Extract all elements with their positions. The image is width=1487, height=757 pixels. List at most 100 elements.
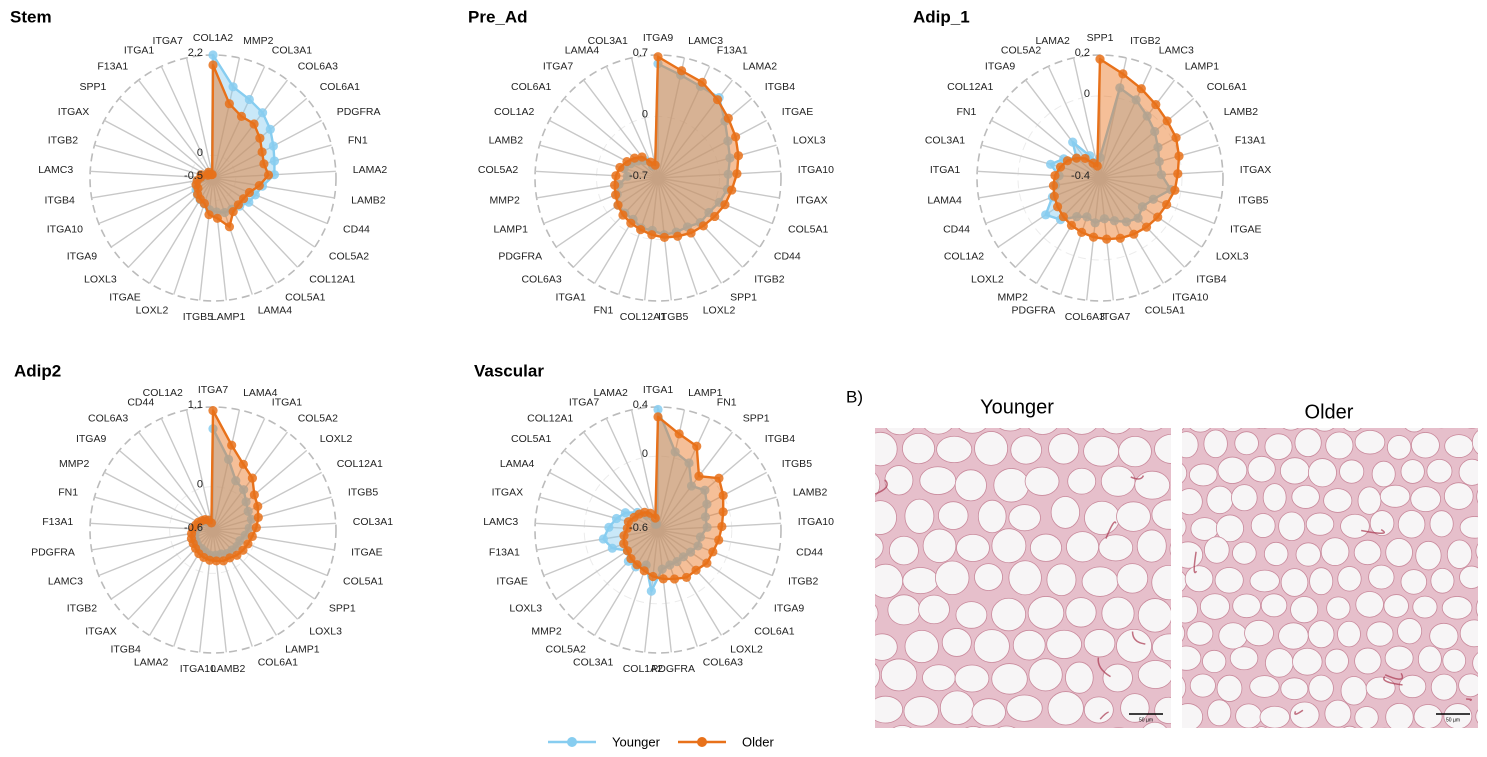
point: [685, 547, 696, 557]
point: [228, 206, 238, 217]
adipocyte: [1182, 541, 1204, 569]
category-label: ITGA10: [798, 164, 834, 176]
point: [710, 211, 720, 222]
adipocyte: [887, 594, 921, 626]
spoke: [212, 449, 308, 531]
adipocyte: [1371, 460, 1396, 488]
category-label: COL1A2: [944, 250, 984, 262]
point: [732, 169, 742, 179]
point: [1090, 218, 1100, 228]
adipocyte: [1064, 731, 1092, 757]
adipocyte: [1340, 676, 1368, 706]
spoke: [543, 529, 659, 577]
stroma: [1294, 709, 1304, 715]
adipocyte: [1219, 733, 1247, 755]
point: [1151, 99, 1161, 110]
point: [686, 481, 697, 491]
point: [1102, 234, 1112, 244]
adipocyte: [1137, 598, 1171, 633]
point: [208, 60, 218, 70]
spoke: [543, 177, 659, 225]
point: [665, 560, 675, 570]
scale-bar-label: 50 µm: [1446, 717, 1460, 723]
point: [714, 473, 724, 483]
point: [232, 550, 242, 560]
category-label: SPP1: [730, 292, 757, 304]
adipocyte: [1050, 496, 1081, 529]
adipocyte: [958, 428, 987, 434]
spoke: [212, 529, 328, 577]
adipocyte: [1084, 500, 1120, 536]
adipocyte: [888, 535, 919, 566]
category-label: ITGA1: [272, 397, 303, 409]
point: [626, 553, 636, 564]
category-label: LAMC3: [483, 516, 518, 528]
adipocyte: [1102, 663, 1133, 693]
adipocyte: [1342, 725, 1357, 728]
adipocyte: [1186, 621, 1214, 646]
adipocyte: [1294, 428, 1322, 458]
point: [650, 513, 660, 523]
adipocyte: [1280, 677, 1309, 701]
spoke: [118, 97, 214, 179]
category-label: LAMC3: [48, 576, 83, 588]
point: [257, 147, 267, 157]
adipocyte: [1202, 649, 1227, 674]
category-label: CD44: [343, 224, 370, 236]
point: [657, 564, 667, 574]
point: [1150, 126, 1160, 137]
point: [1055, 162, 1066, 172]
point: [598, 534, 608, 544]
stroma: [1361, 528, 1386, 535]
spoke: [94, 144, 214, 179]
adipocyte: [875, 604, 879, 623]
point: [1171, 133, 1181, 143]
adipocyte: [1307, 620, 1335, 649]
category-label: F13A1: [42, 516, 73, 528]
category-label: FN1: [717, 397, 737, 409]
adipocyte: [1100, 465, 1136, 497]
adipocyte: [1404, 428, 1424, 433]
adipocyte: [991, 663, 1028, 695]
point: [698, 221, 708, 231]
category-label: ITGB5: [348, 486, 379, 498]
adipocyte: [1113, 727, 1125, 728]
spoke: [212, 471, 322, 531]
adipocyte: [1280, 568, 1309, 597]
category-label: COL1A2: [193, 32, 233, 44]
category-label: COL3A1: [925, 134, 965, 146]
spoke: [212, 522, 336, 531]
point: [263, 170, 274, 180]
adipocyte: [954, 664, 990, 693]
category-label: COL5A2: [298, 412, 338, 424]
spoke: [657, 177, 780, 199]
adipocyte: [1265, 648, 1294, 678]
spoke: [572, 529, 659, 620]
point: [247, 531, 257, 542]
point: [692, 441, 702, 451]
point: [700, 512, 711, 522]
point: [258, 108, 268, 118]
point: [1154, 156, 1164, 167]
category-label: FN1: [956, 106, 976, 118]
adipocyte: [1353, 539, 1382, 566]
adipocyte: [1235, 703, 1263, 728]
point: [693, 541, 703, 551]
adipocyte: [1471, 430, 1478, 455]
point: [619, 539, 629, 549]
adipocyte: [1444, 434, 1474, 458]
adipocyte: [1012, 629, 1046, 661]
adipocyte: [1354, 706, 1379, 728]
point: [1141, 222, 1152, 232]
spoke: [657, 418, 711, 531]
point: [678, 552, 688, 562]
adipocyte: [875, 534, 884, 560]
y-tick-label: 0: [642, 108, 648, 120]
point: [243, 539, 253, 549]
spoke: [212, 177, 316, 248]
y-tick-label: 0: [642, 448, 648, 460]
y-tick-label: -0.6: [629, 522, 648, 534]
category-label: COL12A1: [337, 458, 383, 470]
adipocyte: [1065, 597, 1097, 628]
adipocyte: [965, 726, 982, 728]
